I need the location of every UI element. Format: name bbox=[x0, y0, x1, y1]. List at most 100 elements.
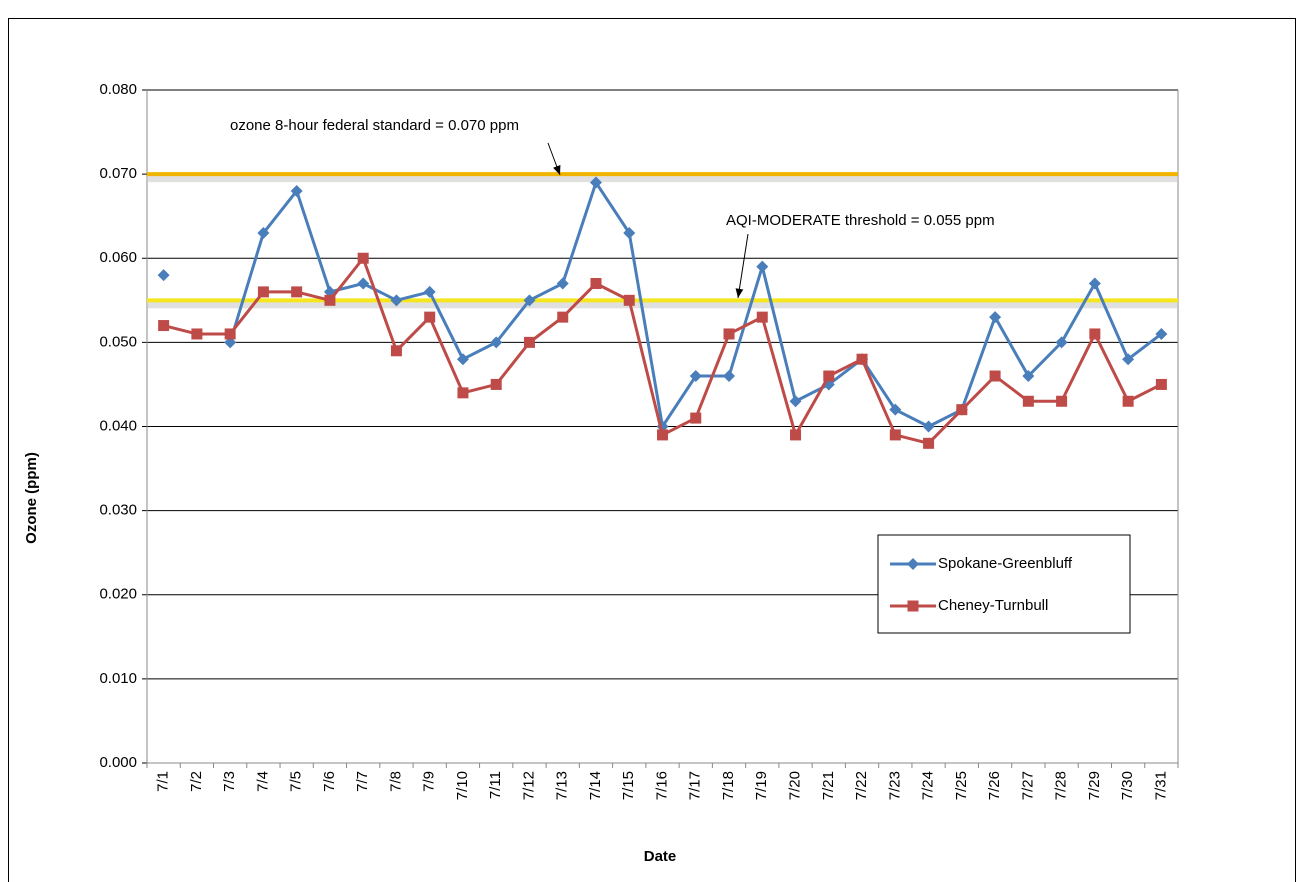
data-point bbox=[756, 311, 768, 323]
x-tick-label: 7/11 bbox=[487, 771, 504, 799]
data-point bbox=[1089, 328, 1101, 340]
chart-frame bbox=[8, 18, 1296, 882]
data-point bbox=[623, 227, 636, 240]
data-point bbox=[590, 277, 602, 289]
data-point bbox=[257, 227, 270, 240]
arrow-head bbox=[553, 165, 561, 175]
data-point bbox=[324, 294, 336, 306]
data-point bbox=[490, 378, 502, 390]
x-tick-label: 7/31 bbox=[1152, 771, 1169, 800]
y-tick-label: 0.020 bbox=[99, 586, 137, 603]
x-tick-label: 7/28 bbox=[1053, 771, 1070, 800]
data-point bbox=[1022, 370, 1035, 383]
reference-shadow bbox=[147, 175, 1178, 183]
y-tick-label: 0.080 bbox=[99, 81, 137, 98]
data-point bbox=[1155, 327, 1168, 340]
data-point bbox=[424, 311, 436, 323]
data-point bbox=[357, 252, 369, 264]
y-tick-label: 0.000 bbox=[99, 754, 137, 771]
data-point bbox=[989, 311, 1002, 324]
data-point bbox=[922, 420, 935, 433]
x-tick-label: 7/23 bbox=[886, 771, 903, 800]
data-point bbox=[456, 353, 469, 366]
data-point bbox=[889, 403, 902, 416]
data-point bbox=[290, 184, 303, 197]
data-point bbox=[889, 429, 901, 441]
x-tick-label: 7/9 bbox=[421, 771, 438, 792]
data-point bbox=[956, 404, 968, 416]
x-tick-label: 7/24 bbox=[920, 771, 937, 800]
x-tick-label: 7/13 bbox=[554, 771, 571, 800]
annotation-box bbox=[226, 112, 656, 140]
annotation-arrow bbox=[737, 233, 749, 299]
y-tick-label: 0.040 bbox=[99, 417, 137, 434]
legend-marker bbox=[907, 600, 919, 612]
y-tick-label: 0.030 bbox=[99, 502, 137, 519]
x-tick-label: 7/30 bbox=[1119, 771, 1136, 800]
arrow-head bbox=[735, 288, 744, 298]
y-tick-label: 0.060 bbox=[99, 249, 137, 266]
x-tick-label: 7/17 bbox=[687, 771, 704, 800]
data-point bbox=[224, 328, 236, 340]
data-point bbox=[989, 370, 1001, 382]
data-point bbox=[790, 429, 802, 441]
reference-label: ozone 8-hour federal standard = 0.070 pp… bbox=[230, 117, 519, 134]
data-point bbox=[291, 286, 303, 298]
data-point bbox=[657, 429, 668, 441]
data-point bbox=[856, 353, 868, 365]
x-tick-label: 7/15 bbox=[620, 771, 637, 800]
x-tick-label: 7/27 bbox=[1019, 771, 1036, 800]
x-tick-label: 7/26 bbox=[986, 771, 1003, 800]
data-point bbox=[723, 328, 735, 340]
data-point bbox=[623, 294, 635, 306]
reference-shadow bbox=[147, 301, 1178, 309]
x-tick-label: 7/3 bbox=[221, 771, 238, 792]
x-tick-label: 7/8 bbox=[387, 771, 404, 792]
x-tick-label: 7/21 bbox=[820, 771, 837, 800]
data-point bbox=[589, 176, 602, 189]
y-axis-label: Ozone (ppm) bbox=[23, 452, 40, 544]
data-point bbox=[490, 336, 503, 349]
x-tick-label: 7/2 bbox=[188, 771, 205, 792]
data-point bbox=[523, 294, 536, 307]
x-tick-label: 7/20 bbox=[787, 771, 804, 800]
data-point bbox=[257, 286, 269, 298]
y-tick-label: 0.070 bbox=[99, 165, 137, 182]
x-axis-label: Date bbox=[644, 848, 677, 865]
data-point bbox=[390, 345, 402, 357]
x-tick-label: 7/1 bbox=[155, 771, 172, 792]
legend-label: Cheney-Turnbull bbox=[938, 597, 1048, 614]
data-point bbox=[457, 387, 469, 399]
data-point bbox=[1155, 378, 1167, 390]
data-point bbox=[556, 277, 569, 290]
data-point bbox=[523, 336, 535, 348]
data-point bbox=[1055, 336, 1068, 349]
x-tick-label: 7/12 bbox=[520, 771, 537, 800]
legend-marker bbox=[907, 558, 919, 570]
data-point bbox=[191, 328, 203, 340]
x-tick-label: 7/22 bbox=[853, 771, 870, 800]
data-point bbox=[1122, 395, 1134, 407]
x-tick-label: 7/29 bbox=[1086, 771, 1103, 800]
y-tick-label: 0.050 bbox=[99, 333, 137, 350]
x-tick-label: 7/19 bbox=[753, 771, 770, 800]
x-tick-label: 7/10 bbox=[454, 771, 471, 800]
x-tick-label: 7/25 bbox=[953, 771, 970, 800]
x-tick-label: 7/7 bbox=[354, 771, 371, 792]
data-point bbox=[690, 412, 702, 424]
x-tick-label: 7/14 bbox=[587, 771, 604, 800]
data-point bbox=[756, 260, 769, 273]
data-point bbox=[158, 320, 170, 332]
data-point bbox=[689, 370, 702, 383]
data-point bbox=[1088, 277, 1101, 290]
data-point bbox=[1122, 353, 1135, 366]
data-point bbox=[157, 269, 170, 282]
data-point bbox=[390, 294, 403, 307]
reference-label: AQI-MODERATE threshold = 0.055 ppm bbox=[726, 212, 995, 229]
data-point bbox=[923, 437, 935, 449]
data-point bbox=[1056, 395, 1068, 407]
legend-box bbox=[877, 534, 1131, 634]
data-point bbox=[823, 370, 835, 382]
x-tick-label: 7/6 bbox=[321, 771, 338, 792]
